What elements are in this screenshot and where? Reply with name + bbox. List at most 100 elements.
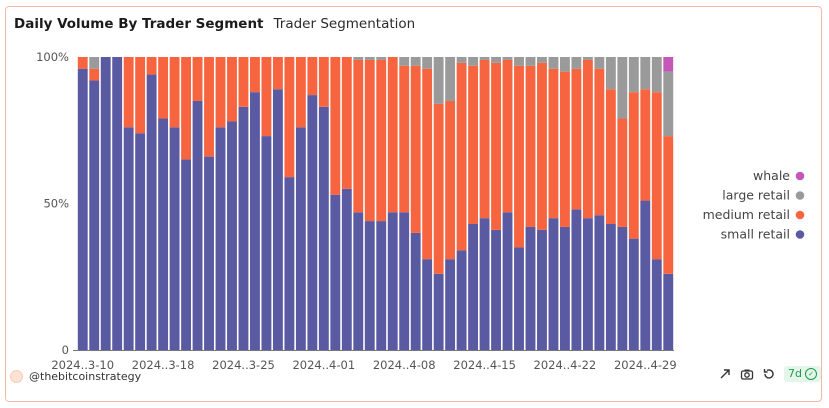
bar-segment[interactable] bbox=[525, 57, 536, 66]
bar-segment[interactable] bbox=[514, 57, 524, 66]
bar-segment[interactable] bbox=[651, 259, 662, 350]
bar-segment[interactable] bbox=[502, 212, 513, 350]
bar-segment[interactable] bbox=[663, 273, 674, 350]
bar-segment[interactable] bbox=[571, 57, 582, 69]
bar-segment[interactable] bbox=[364, 57, 375, 60]
bar-segment[interactable] bbox=[628, 238, 639, 350]
legend-marker[interactable] bbox=[795, 230, 805, 239]
bar-segment[interactable] bbox=[605, 57, 616, 90]
camera-icon[interactable] bbox=[740, 367, 754, 381]
bar-segment[interactable] bbox=[307, 95, 318, 350]
bar-segment[interactable] bbox=[399, 65, 410, 213]
bar-segment[interactable] bbox=[605, 89, 616, 225]
bar-segment[interactable] bbox=[353, 59, 364, 213]
bar-segment[interactable] bbox=[353, 57, 364, 60]
bar-segment[interactable] bbox=[456, 62, 467, 251]
bar-segment[interactable] bbox=[89, 80, 100, 350]
bar-segment[interactable] bbox=[525, 226, 536, 350]
bar-segment[interactable] bbox=[387, 57, 398, 213]
bar-segment[interactable] bbox=[158, 57, 169, 119]
bar-segment[interactable] bbox=[582, 218, 593, 350]
bar-segment[interactable] bbox=[353, 212, 364, 350]
bar-segment[interactable] bbox=[227, 57, 237, 122]
legend-marker[interactable] bbox=[795, 191, 805, 200]
bar-segment[interactable] bbox=[227, 121, 237, 351]
bar-segment[interactable] bbox=[295, 127, 306, 350]
bar-segment[interactable] bbox=[422, 259, 433, 350]
bar-segment[interactable] bbox=[479, 218, 490, 350]
bar-segment[interactable] bbox=[100, 57, 111, 350]
bar-segment[interactable] bbox=[181, 57, 192, 160]
bar-segment[interactable] bbox=[192, 57, 203, 101]
bar-segment[interactable] bbox=[330, 194, 341, 350]
bar-segment[interactable] bbox=[215, 127, 226, 350]
bar-segment[interactable] bbox=[491, 57, 501, 63]
bar-segment[interactable] bbox=[617, 57, 628, 119]
refresh-icon[interactable] bbox=[762, 367, 776, 381]
bar-segment[interactable] bbox=[181, 159, 192, 350]
bar-segment[interactable] bbox=[272, 57, 283, 90]
bar-segment[interactable] bbox=[559, 71, 570, 227]
share-icon[interactable] bbox=[718, 367, 732, 381]
bar-segment[interactable] bbox=[433, 57, 444, 104]
bar-segment[interactable] bbox=[617, 118, 628, 227]
bar-segment[interactable] bbox=[514, 65, 524, 248]
bar-segment[interactable] bbox=[651, 57, 662, 93]
bar-segment[interactable] bbox=[376, 221, 387, 350]
author-handle[interactable]: @thebitcoinstrategy bbox=[29, 370, 142, 383]
bar-segment[interactable] bbox=[261, 57, 272, 137]
bar-segment[interactable] bbox=[502, 57, 513, 60]
bar-segment[interactable] bbox=[548, 68, 559, 219]
bar-segment[interactable] bbox=[422, 57, 433, 69]
bar-segment[interactable] bbox=[112, 57, 123, 350]
bar-segment[interactable] bbox=[238, 57, 249, 107]
bar-segment[interactable] bbox=[376, 57, 387, 60]
bar-segment[interactable] bbox=[272, 89, 283, 350]
bar-segment[interactable] bbox=[169, 127, 180, 350]
bar-segment[interactable] bbox=[605, 224, 616, 350]
bar-segment[interactable] bbox=[204, 57, 214, 157]
bar-segment[interactable] bbox=[341, 188, 352, 350]
bar-segment[interactable] bbox=[261, 136, 272, 350]
bar-segment[interactable] bbox=[123, 127, 134, 350]
bar-segment[interactable] bbox=[594, 215, 605, 350]
bar-segment[interactable] bbox=[445, 100, 456, 260]
bar-segment[interactable] bbox=[158, 118, 169, 350]
bar-segment[interactable] bbox=[399, 212, 410, 350]
bar-segment[interactable] bbox=[537, 57, 547, 63]
bar-segment[interactable] bbox=[456, 57, 467, 63]
bar-segment[interactable] bbox=[537, 62, 547, 230]
bar-segment[interactable] bbox=[582, 57, 593, 60]
bar-segment[interactable] bbox=[663, 136, 674, 274]
bar-segment[interactable] bbox=[468, 65, 479, 225]
bar-segment[interactable] bbox=[89, 68, 100, 81]
bar-segment[interactable] bbox=[640, 200, 651, 350]
bar-segment[interactable] bbox=[663, 57, 674, 72]
bar-segment[interactable] bbox=[491, 62, 501, 230]
bar-segment[interactable] bbox=[135, 133, 146, 350]
legend-marker[interactable] bbox=[795, 210, 805, 220]
bar-segment[interactable] bbox=[433, 273, 444, 350]
bar-segment[interactable] bbox=[525, 65, 536, 227]
legend-marker[interactable] bbox=[795, 171, 805, 181]
bar-segment[interactable] bbox=[364, 59, 375, 222]
bar-segment[interactable] bbox=[89, 57, 100, 69]
bar-segment[interactable] bbox=[146, 74, 157, 350]
bar-segment[interactable] bbox=[548, 218, 559, 350]
bar-segment[interactable] bbox=[445, 259, 456, 350]
bar-segment[interactable] bbox=[146, 57, 157, 75]
bar-segment[interactable] bbox=[433, 103, 444, 274]
bar-segment[interactable] bbox=[250, 57, 260, 93]
bar-segment[interactable] bbox=[663, 71, 674, 137]
bar-segment[interactable] bbox=[628, 92, 639, 239]
bar-segment[interactable] bbox=[445, 57, 456, 101]
bar-segment[interactable] bbox=[502, 59, 513, 213]
bar-segment[interactable] bbox=[376, 59, 387, 222]
bar-segment[interactable] bbox=[537, 229, 547, 350]
bar-segment[interactable] bbox=[204, 156, 214, 350]
bar-segment[interactable] bbox=[640, 89, 651, 201]
bar-segment[interactable] bbox=[123, 57, 134, 128]
bar-segment[interactable] bbox=[284, 177, 295, 350]
bar-segment[interactable] bbox=[640, 57, 651, 90]
bar-segment[interactable] bbox=[559, 57, 570, 72]
